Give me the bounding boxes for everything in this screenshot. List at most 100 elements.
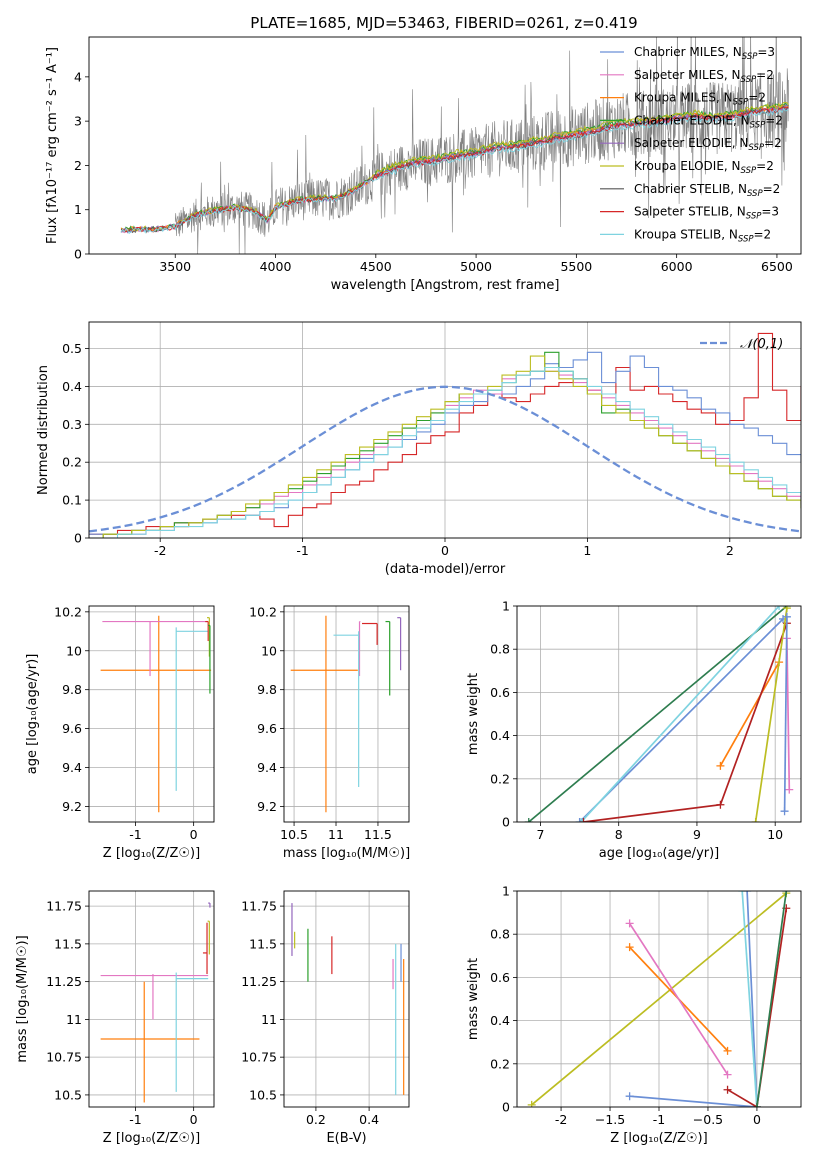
error-bar-point — [175, 972, 209, 1092]
legend-entry: Chabrier ELODIE, NSSP=2 — [634, 113, 783, 130]
observed-spectrum — [174, 37, 789, 254]
x-tick-label: −1.5 — [595, 1112, 625, 1127]
error-bar-point — [100, 615, 212, 813]
model-spectrum-line — [120, 104, 789, 234]
y-tick-label: 9.6 — [62, 721, 82, 736]
y-tick-label: 10 — [66, 643, 82, 658]
x-tick-label: -1 — [129, 827, 141, 842]
y-tick-label: 1 — [502, 884, 510, 899]
y-tick-label: 9.2 — [62, 799, 82, 814]
y-tick-label: 11.5 — [249, 936, 277, 951]
error-bar-point — [102, 620, 208, 677]
y-tick-label: 2 — [74, 158, 82, 173]
x-tick-label: −0.5 — [693, 1112, 723, 1127]
error-bar-point — [358, 620, 361, 677]
y-tick-label: 10.2 — [249, 604, 277, 619]
weight-marker — [723, 1085, 732, 1094]
y-axis-label: mass [log₁₀(M/M☉)] — [15, 935, 30, 1062]
x-tick-label: -1 — [129, 1112, 141, 1127]
weight-marker — [575, 818, 584, 822]
x-tick-label: 4000 — [260, 259, 292, 274]
x-axis-label: E(B-V) — [326, 1131, 366, 1146]
x-tick-label: 6500 — [761, 259, 793, 274]
weight-marker — [577, 818, 586, 822]
weight-line — [719, 661, 780, 767]
weight_vs_Z-frame — [516, 890, 802, 1108]
x-tick-label: 8 — [615, 827, 623, 842]
x-tick-label: 0 — [753, 1112, 761, 1127]
weight-line — [629, 891, 758, 1107]
weight-marker — [625, 943, 634, 952]
y-axis-label: mass weight — [466, 958, 481, 1040]
y-tick-label: 10.75 — [46, 1050, 82, 1065]
error-bar-point — [362, 622, 378, 645]
y-tick-label: 0.4 — [490, 728, 510, 743]
y-tick-label: 9.2 — [257, 799, 277, 814]
y-tick-label: 9.4 — [257, 760, 277, 775]
histogram-series — [89, 351, 801, 538]
weight-line — [783, 616, 788, 812]
y-axis-label: Flux [fλ10⁻¹⁷ erg cm⁻² s⁻¹ A⁻¹] — [45, 47, 60, 244]
y-tick-label: 0.6 — [490, 685, 510, 700]
y-tick-label: 10.2 — [54, 604, 82, 619]
residuals-frame — [88, 321, 802, 539]
spectrum-frame — [88, 36, 802, 255]
legend-entry: Chabrier MILES, NSSP=3 — [634, 45, 775, 62]
x-tick-label: 1 — [583, 543, 591, 558]
y-tick-label: 11 — [261, 1012, 277, 1027]
y-tick-label: 4 — [74, 69, 82, 84]
weight-marker — [524, 818, 533, 822]
x-tick-label: 10.5 — [280, 827, 308, 842]
x-tick-label: 0 — [190, 827, 198, 842]
y-tick-label: 11.25 — [46, 974, 82, 989]
y-tick-label: 11.25 — [241, 974, 277, 989]
x-tick-label: 6000 — [661, 259, 693, 274]
legend-entry: Salpeter MILES, NSSP=2 — [634, 68, 774, 85]
error-bar-point — [202, 922, 208, 975]
weight-marker — [579, 818, 588, 822]
legend-entry: Kroupa MILES, NSSP=2 — [634, 91, 766, 108]
x-axis-label: Z [log₁₀(Z/Z☉)] — [103, 1131, 200, 1146]
weight-line — [786, 638, 791, 790]
y-tick-label: 0 — [502, 1100, 510, 1115]
weight-marker — [723, 1046, 732, 1055]
weight-marker — [782, 606, 791, 613]
x-axis-label: age [log₁₀(age/yr)] — [599, 846, 720, 861]
weight-marker — [775, 606, 784, 610]
x-tick-label: 0.2 — [306, 1112, 326, 1127]
error-bar-point — [205, 620, 209, 642]
y-axis-label: Normed distribution — [36, 365, 51, 495]
y-tick-label: 11.5 — [54, 936, 82, 951]
x-axis-label: mass [log₁₀(M/M☉)] — [283, 846, 410, 861]
error-bar-point — [207, 920, 210, 955]
age_vs_Z-frame — [88, 605, 215, 823]
residuals-axes: -2 -1 0 1 2 0 0.1 0.2 0.3 0.4 0.5 (data-model)/erro… — [36, 322, 801, 577]
y-tick-label: 11 — [66, 1012, 82, 1027]
mass_vs_Z-axes: -1 0 10.5 10.75 11 11.25 11.5 11.75 Z [log₁₀(Z/Z… — [15, 891, 214, 1146]
y-tick-label: 0.6 — [490, 970, 510, 985]
x-axis-label: Z [log₁₀(Z/Z☉)] — [610, 1131, 707, 1146]
weight-line — [583, 623, 788, 822]
error-bar-point — [385, 620, 391, 696]
weight-line — [756, 891, 788, 1107]
y-tick-label: 0.8 — [490, 642, 510, 657]
weight-marker — [751, 818, 760, 822]
y-tick-label: 0.8 — [490, 927, 510, 942]
x-tick-label: 4500 — [360, 259, 392, 274]
weight-marker — [738, 891, 747, 895]
model-spectrum-line — [121, 101, 789, 233]
x-tick-label: 0 — [441, 543, 449, 558]
y-axis-label: age [log₁₀(age/yr)] — [25, 654, 40, 775]
histogram-series — [89, 351, 801, 535]
weight-marker — [527, 1100, 536, 1107]
y-tick-label: 9.4 — [62, 760, 82, 775]
y-tick-label: 9.6 — [257, 721, 277, 736]
x-axis-label: wavelength [Angstrom, rest frame] — [331, 278, 560, 293]
histogram-series — [89, 332, 801, 535]
y-tick-label: 0 — [74, 247, 82, 262]
spectrum-legend: Chabrier MILES, NSSP=3 Salpeter MILES, NS… — [600, 45, 783, 244]
weight-line — [628, 922, 729, 1076]
gaussian-curve — [89, 385, 801, 533]
y-tick-label: 3 — [74, 114, 82, 129]
weight-line — [528, 606, 788, 822]
